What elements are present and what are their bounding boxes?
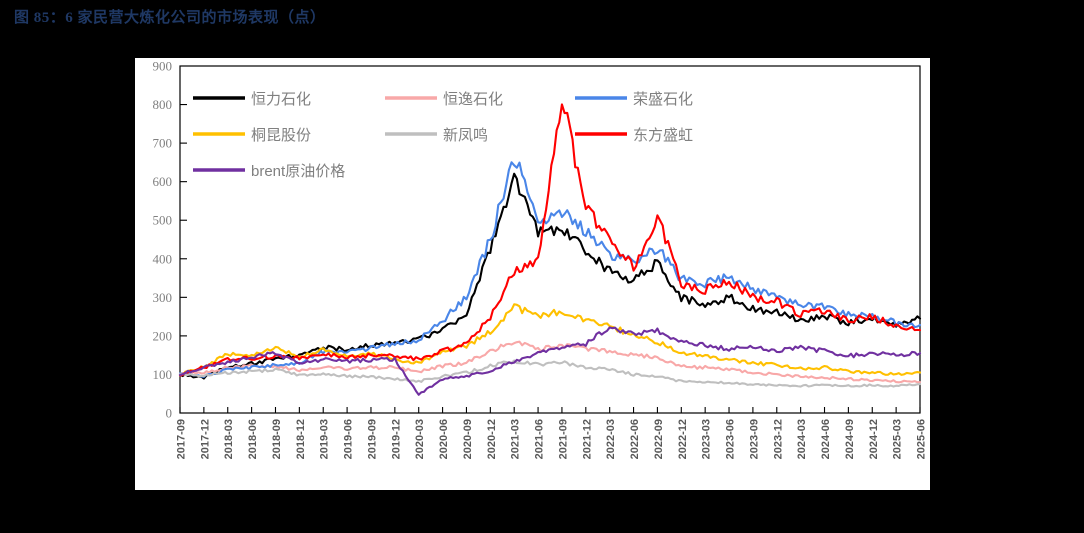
y-tick-label: 500 xyxy=(153,213,173,228)
legend-label: 恒力石化 xyxy=(251,91,311,108)
series-line xyxy=(178,103,922,377)
x-tick-label: 2019-12 xyxy=(390,419,402,459)
x-tick-label: 2024-09 xyxy=(844,419,856,459)
x-tick-label: 2021-03 xyxy=(510,419,522,459)
x-tick-label: 2018-06 xyxy=(247,419,259,459)
x-tick-label: 2021-09 xyxy=(557,419,569,459)
series-line xyxy=(178,161,922,378)
legend-label: 桐昆股份 xyxy=(251,127,311,144)
plot-frame xyxy=(179,65,921,414)
x-tick-label: 2022-12 xyxy=(677,419,689,459)
x-tick-label: 2024-06 xyxy=(820,419,832,459)
x-tick-label: 2020-06 xyxy=(438,419,450,459)
x-tick-label: 2021-12 xyxy=(581,419,593,459)
x-tick-label: 2025-06 xyxy=(916,419,928,459)
y-tick-label: 700 xyxy=(153,136,173,151)
chart-panel: 0 100 200 300 400 500 600 700 800 900 2017-09 2017… xyxy=(135,58,930,490)
series-line xyxy=(178,303,922,377)
x-tick-label: 2024-03 xyxy=(796,419,808,459)
x-tick-label: 2019-03 xyxy=(319,419,331,459)
series-line xyxy=(178,326,922,396)
x-tick-label: 2022-06 xyxy=(629,419,641,459)
x-tick-label: 2020-12 xyxy=(486,419,498,459)
x-tick-label: 2022-09 xyxy=(653,419,665,459)
series-line xyxy=(178,359,922,388)
legend-label: 荣盛石化 xyxy=(633,91,693,108)
x-tick-label: 2019-06 xyxy=(343,419,355,459)
x-tick-label: 2018-12 xyxy=(295,419,307,459)
x-tick-label: 2020-09 xyxy=(462,419,474,459)
series-lines xyxy=(178,103,922,396)
page-title: 图 85：6 家民营大炼化公司的市场表现（点） xyxy=(14,10,326,26)
x-tick-label: 2025-03 xyxy=(892,419,904,459)
y-tick-label: 0 xyxy=(166,406,173,421)
y-tick-label: 300 xyxy=(153,290,173,305)
y-tick-label: 200 xyxy=(153,328,173,343)
x-tick-label: 2021-06 xyxy=(534,419,546,459)
x-tick-label: 2023-09 xyxy=(748,419,760,459)
y-tick-label: 900 xyxy=(153,59,173,74)
legend-label: 新凤鸣 xyxy=(443,127,488,144)
y-tick-label: 400 xyxy=(153,251,173,266)
x-tick-label: 2017-12 xyxy=(199,419,211,459)
x-tick-label: 2018-09 xyxy=(271,419,283,459)
x-tick-label: 2019-09 xyxy=(366,419,378,459)
y-tick-label: 800 xyxy=(153,97,173,112)
x-tick-label: 2017-09 xyxy=(176,419,188,459)
x-tick-label: 2023-03 xyxy=(701,419,713,459)
legend-label: 恒逸石化 xyxy=(443,91,503,108)
x-tick-label: 2020-03 xyxy=(414,419,426,459)
x-tick-label: 2023-06 xyxy=(725,419,737,459)
y-tick-label: 100 xyxy=(153,367,173,382)
series-line xyxy=(178,172,922,380)
legend-label: brent原油价格 xyxy=(251,163,345,180)
x-tick-label: 2023-12 xyxy=(772,419,784,459)
x-tick-label: 2022-03 xyxy=(605,419,617,459)
x-axis: 2017-09 2017-12 2018-03 2018-06 2018-09 2018-… xyxy=(176,407,928,459)
x-tick-label: 2024-12 xyxy=(868,419,880,459)
y-axis: 0 100 200 300 400 500 600 700 800 900 xyxy=(153,59,187,421)
legend-label: 东方盛虹 xyxy=(633,127,693,144)
y-tick-label: 600 xyxy=(153,174,173,189)
x-tick-label: 2018-03 xyxy=(223,419,235,459)
series-line xyxy=(178,340,922,384)
